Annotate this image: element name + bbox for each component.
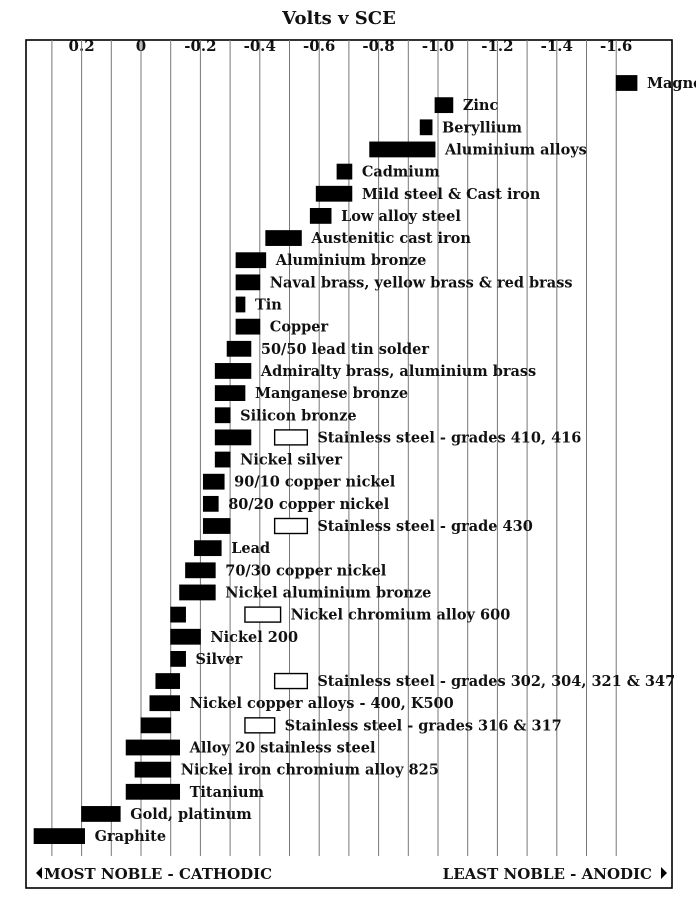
bar-filled — [419, 119, 433, 136]
bar-open — [244, 606, 282, 623]
metal-label: Gold, platinum — [130, 806, 252, 823]
right-arrow-icon — [661, 867, 667, 879]
bar-open — [273, 672, 309, 690]
bar-filled — [434, 97, 454, 114]
bar-filled — [149, 695, 181, 712]
bar-filled — [315, 185, 353, 202]
bar-filled — [170, 651, 186, 667]
bar-filled — [125, 739, 181, 756]
metal-label: 90/10 copper nickel — [234, 474, 396, 491]
bar-filled — [214, 363, 252, 379]
bar-filled — [265, 230, 302, 246]
bar-filled — [214, 429, 252, 446]
bar-filled — [194, 540, 222, 557]
metal-label: Stainless steel - grades 316 & 317 — [285, 717, 562, 734]
metal-label: Stainless steel - grade 430 — [317, 518, 533, 535]
bar-filled — [235, 318, 261, 335]
metal-label: Nickel aluminium bronze — [225, 584, 431, 601]
metal-label: Nickel iron chromium alloy 825 — [181, 762, 439, 779]
bar-filled — [81, 806, 121, 822]
footer-left: MOST NOBLE - CATHODIC — [36, 865, 272, 883]
metal-label: Nickel chromium alloy 600 — [291, 607, 511, 624]
metal-label: Mild steel & Cast iron — [362, 186, 541, 203]
metal-label: Beryllium — [442, 119, 523, 136]
footer-right-text: LEAST NOBLE - ANODIC — [443, 865, 652, 883]
metal-label: Magnesium — [647, 75, 696, 92]
metal-label: Silicon bronze — [240, 407, 357, 424]
metal-label: Alloy 20 stainless steel — [189, 740, 376, 757]
metal-label: Manganese bronze — [255, 385, 408, 402]
metal-label: 70/30 copper nickel — [225, 562, 387, 579]
metal-label: Copper — [270, 319, 329, 336]
metal-label: Stainless steel - grades 302, 304, 321 &… — [317, 673, 675, 690]
bar-filled — [226, 340, 252, 357]
metal-label: Silver — [196, 651, 243, 668]
bar-filled — [369, 141, 436, 158]
bar-filled — [33, 828, 85, 844]
bar-filled — [170, 628, 201, 645]
metal-label: Cadmium — [362, 164, 440, 181]
bar-filled — [615, 75, 638, 91]
bar-filled — [140, 717, 172, 734]
metal-label: Aluminium alloys — [444, 141, 587, 158]
metal-label: Nickel copper alloys - 400, K500 — [190, 695, 454, 712]
metal-label: Zinc — [463, 97, 499, 114]
metal-label: Austenitic cast iron — [310, 230, 471, 247]
bar-filled — [214, 407, 231, 424]
metal-label: Naval brass, yellow brass & red brass — [270, 274, 573, 291]
footer-right: LEAST NOBLE - ANODIC — [443, 865, 667, 883]
metal-label: Tin — [255, 297, 282, 314]
bar-filled — [125, 783, 181, 800]
chart-title: Volts v SCE — [281, 8, 396, 29]
bar-filled — [170, 606, 186, 623]
metal-label: Aluminium bronze — [275, 252, 427, 269]
metal-label: 50/50 lead tin solder — [261, 341, 430, 358]
metal-label: Nickel 200 — [210, 629, 298, 646]
bar-filled — [155, 673, 181, 689]
metal-label: 80/20 copper nickel — [228, 496, 390, 513]
metal-labels: Magnesium Zinc Beryllium Aluminium alloysCa… — [95, 75, 696, 845]
bar-filled — [202, 473, 225, 490]
bar-filled — [235, 274, 261, 291]
bar-filled — [214, 385, 246, 402]
bar-filled — [214, 451, 231, 468]
left-arrow-icon — [36, 867, 42, 879]
bar-filled — [235, 252, 267, 269]
bar-filled — [235, 296, 246, 313]
bars — [33, 75, 638, 844]
bar-filled — [202, 495, 219, 512]
bar-filled — [185, 562, 216, 579]
metal-label: Graphite — [95, 828, 167, 845]
bar-filled — [309, 207, 332, 224]
metal-label: Titanium — [190, 784, 265, 801]
metal-label: Admiralty brass, aluminium brass — [260, 363, 536, 380]
bar-open — [273, 429, 309, 446]
footer-left-text: MOST NOBLE - CATHODIC — [44, 865, 272, 883]
bar-filled — [179, 584, 216, 601]
metal-label: Stainless steel - grades 410, 416 — [317, 429, 581, 446]
bar-filled — [134, 761, 172, 778]
metal-label: Low alloy steel — [341, 208, 461, 225]
bar-filled — [336, 163, 353, 180]
metal-label: Nickel silver — [240, 452, 342, 469]
bar-open — [244, 717, 276, 734]
bar-open — [273, 517, 309, 535]
metal-label: Lead — [231, 540, 270, 557]
bar-filled — [202, 518, 231, 534]
